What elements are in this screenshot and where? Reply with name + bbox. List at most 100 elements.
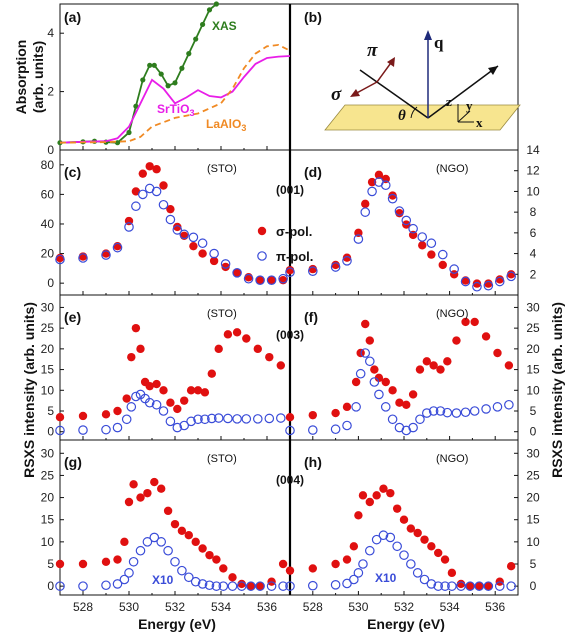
data-point-f-1-10: [380, 402, 391, 412]
data-point-g-0-9: [150, 477, 159, 487]
data-point-f-1-22: [469, 406, 480, 416]
data-point-f-0-14: [408, 390, 418, 399]
data-point-c-1-20: [266, 275, 277, 286]
data-point-g-0-20: [228, 573, 237, 582]
data-point-h-1-6: [358, 559, 368, 569]
data-point-e-0-22: [242, 334, 251, 343]
data-point-e-1-9: [144, 397, 155, 408]
data-point-f-0-25: [504, 361, 514, 370]
data-point-d-0-20: [495, 275, 504, 284]
data-point-h-1-2: [330, 580, 341, 590]
y-tick-label-d-14: 14: [526, 143, 540, 157]
data-point-a-0-9: [151, 62, 157, 68]
panel-frame-e: [59, 294, 291, 441]
data-point-d-0-13: [418, 241, 427, 250]
data-point-d-1-19: [483, 280, 494, 291]
data-point-e-1-23: [252, 414, 263, 424]
y-tick-label-c-0: 0: [47, 276, 54, 290]
x-tick-label-left-536: 536: [257, 600, 277, 614]
data-point-h-1-4: [349, 574, 359, 585]
data-point-e-1-12: [165, 416, 176, 427]
data-point-g-1-17: [204, 580, 215, 591]
srtio3-curve-label: SrTiO3: [157, 102, 194, 118]
pi-symbol: π: [367, 40, 378, 61]
data-point-d-1-6: [367, 186, 377, 197]
theta-symbol: θ: [398, 108, 406, 124]
data-point-g-1-12: [170, 556, 180, 567]
data-point-h-0-10: [386, 488, 395, 498]
data-point-d-0-0: [285, 265, 295, 275]
data-point-d-1-11: [401, 215, 412, 226]
reflection-label-003: (003): [276, 328, 304, 342]
data-point-g-0-15: [191, 537, 200, 547]
axis-y-arrow: [457, 110, 471, 123]
data-point-d-0-6: [367, 177, 377, 187]
data-point-f-1-4: [351, 402, 361, 412]
y-tick-label-h-5: 5: [530, 557, 537, 571]
y-tick-label-h-10: 10: [526, 535, 540, 549]
data-point-e-1-15: [186, 416, 196, 427]
data-point-g-1-25: [278, 581, 288, 591]
substrate-label-c: (STO): [207, 163, 237, 175]
data-point-e-0-18: [207, 369, 216, 378]
reflection-label-004: (004): [276, 473, 304, 487]
data-point-a-0-10: [158, 71, 164, 77]
y-tick-label-f-20: 20: [526, 342, 540, 356]
data-point-e-1-3: [112, 422, 123, 433]
data-point-d-1-8: [380, 180, 391, 191]
data-point-g-1-24: [266, 581, 277, 591]
substrate-label-d: (NGO): [436, 163, 468, 175]
data-point-d-1-0: [285, 267, 295, 278]
data-point-d-1-2: [330, 262, 341, 272]
data-point-g-1-21: [236, 581, 247, 591]
data-point-f-1-24: [492, 402, 503, 412]
data-point-h-0-14: [413, 528, 422, 538]
data-point-a-0-12: [172, 80, 178, 86]
x-tick-label-left-534: 534: [211, 600, 231, 614]
data-point-g-1-13: [177, 565, 187, 576]
data-point-f-1-17: [428, 406, 439, 416]
data-point-g-1-10: [156, 537, 166, 547]
y-tick-label-h-20: 20: [526, 491, 540, 505]
data-point-f-1-19: [442, 407, 453, 418]
data-point-g-1-22: [246, 581, 256, 591]
srtio3-subscript: 3: [189, 108, 194, 118]
y-tick-label-h-25: 25: [526, 468, 540, 482]
data-point-c-1-0: [55, 254, 65, 265]
panel-frame-f: [289, 294, 519, 441]
data-point-e-0-21: [232, 328, 242, 337]
data-point-c-0-19: [255, 276, 265, 285]
x-symbol: x: [476, 115, 483, 130]
data-point-g-0-11: [163, 506, 173, 516]
q-symbol: q: [434, 33, 444, 52]
data-point-e-0-3: [113, 406, 122, 416]
data-point-g-0-7: [136, 493, 145, 502]
y-tick-label-f-5: 5: [530, 404, 537, 418]
data-point-e-0-25: [276, 361, 285, 370]
data-point-a-0-4: [114, 140, 121, 146]
data-point-f-1-3: [342, 420, 352, 431]
panel-label-c: (c): [64, 164, 81, 180]
data-point-h-0-3: [342, 555, 352, 564]
data-point-e-1-24: [264, 413, 275, 424]
x-tick-label-right-528: 528: [303, 600, 323, 614]
data-point-a-0-11: [165, 83, 171, 89]
data-point-d-0-1: [308, 264, 317, 274]
data-point-f-1-20: [451, 408, 462, 418]
data-point-e-0-14: [180, 396, 189, 405]
x-tick-label-right-532: 532: [394, 600, 414, 614]
data-point-c-1-3: [112, 242, 123, 253]
data-point-d-0-10: [395, 208, 404, 218]
data-point-d-1-18: [472, 281, 482, 292]
data-point-c-0-10: [166, 204, 175, 214]
data-point-d-1-17: [460, 276, 471, 287]
x-tick-label-left-530: 530: [119, 600, 139, 614]
data-point-f-0-13: [402, 400, 411, 409]
y-tick-label-f-15: 15: [526, 363, 540, 377]
data-point-h-1-16: [426, 579, 437, 589]
panel-label-a: (a): [64, 9, 81, 25]
scattered-beam-arrowhead: [488, 66, 498, 75]
data-point-c-1-6: [138, 189, 148, 200]
y-tick-label-f-10: 10: [526, 383, 540, 397]
data-point-h-1-14: [412, 568, 423, 578]
